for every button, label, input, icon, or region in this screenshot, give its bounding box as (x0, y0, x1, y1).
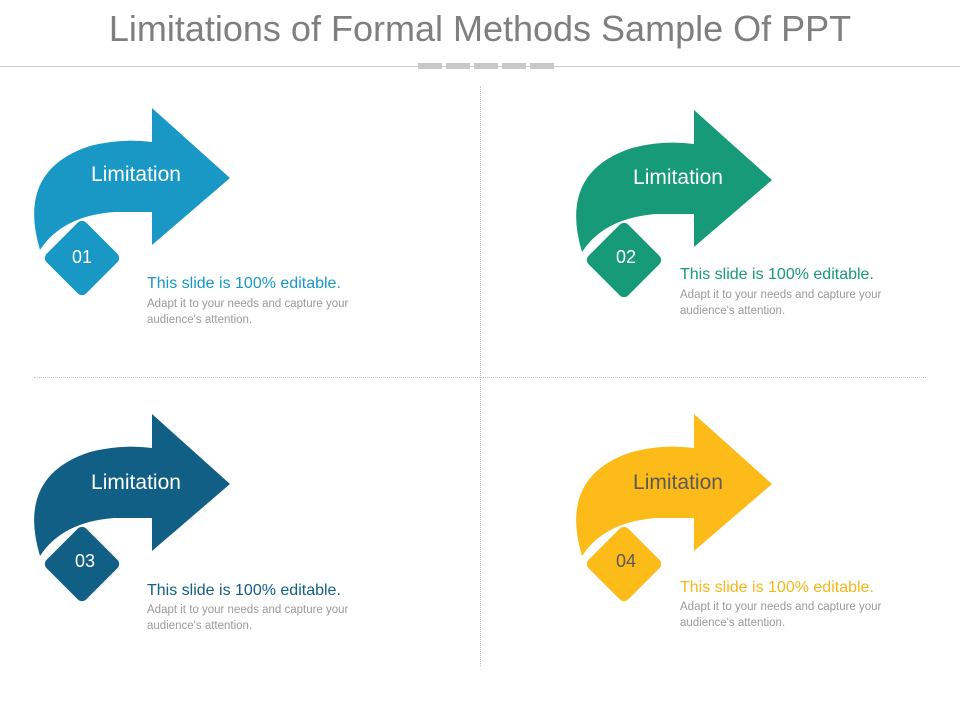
curved-arrow-icon (34, 414, 230, 602)
horizontal-divider (34, 377, 926, 378)
item-heading: This slide is 100% editable. (680, 266, 874, 283)
curved-arrow-icon (576, 110, 772, 298)
title-dash (446, 63, 470, 69)
item-description: Adapt it to your needs and capture your … (680, 289, 882, 317)
arrow-label: Limitation (91, 471, 181, 494)
item-number: 03 (74, 551, 96, 571)
title-dash (474, 63, 498, 69)
item-heading: This slide is 100% editable. (680, 579, 874, 596)
item-number: 01 (71, 247, 93, 267)
item-description: Adapt it to your needs and capture your … (147, 298, 349, 326)
curved-arrow-icon (34, 108, 230, 296)
arrow-label: Limitation (91, 163, 181, 186)
item-description: Adapt it to your needs and capture your … (680, 601, 882, 629)
item-heading: This slide is 100% editable. (147, 275, 341, 292)
title-dash (418, 63, 442, 69)
arrow-label: Limitation (633, 166, 723, 189)
title-dash (530, 63, 554, 69)
vertical-divider (480, 86, 481, 666)
item-description: Adapt it to your needs and capture your … (147, 604, 349, 632)
item-heading: This slide is 100% editable. (147, 582, 341, 599)
curved-arrow-icon (576, 414, 772, 602)
item-number: 04 (615, 551, 637, 571)
title-dash (502, 63, 526, 69)
arrow-label: Limitation (633, 471, 723, 494)
item-number: 02 (615, 247, 637, 267)
page-title: Limitations of Formal Methods Sample Of … (108, 8, 852, 49)
